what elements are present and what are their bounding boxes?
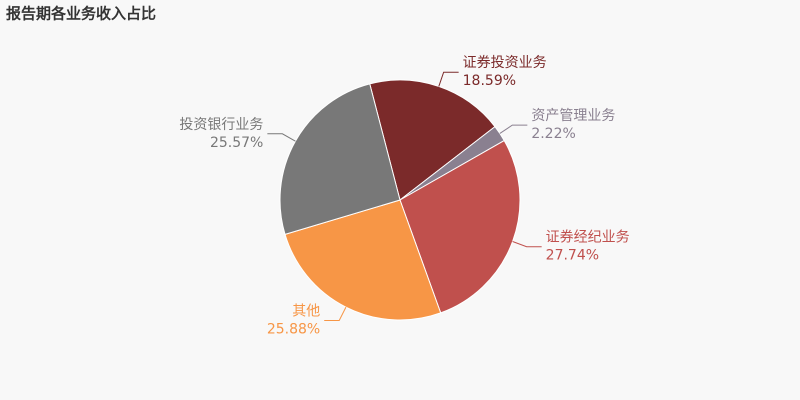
value-label: 25.57% <box>210 135 263 151</box>
leader-line <box>438 71 459 87</box>
value-label: 2.22% <box>531 126 575 142</box>
slice-label: 证券投资业务 <box>463 55 547 71</box>
chart-title: 报告期各业务收入占比 <box>6 5 156 23</box>
slice-label: 其他 <box>292 304 320 320</box>
slice-label: 资产管理业务 <box>531 108 615 124</box>
leader-line <box>324 306 347 322</box>
leader-line <box>512 241 542 248</box>
value-label: 27.74% <box>546 248 599 264</box>
pie-slice <box>369 79 496 201</box>
leader-line <box>267 133 296 142</box>
leader-line <box>499 124 528 134</box>
pie-slice <box>399 139 521 314</box>
slice-label: 证券经纪业务 <box>546 230 630 246</box>
slice-label: 投资银行业务 <box>179 117 263 133</box>
value-label: 25.88% <box>267 322 320 338</box>
value-label: 18.59% <box>463 73 516 89</box>
